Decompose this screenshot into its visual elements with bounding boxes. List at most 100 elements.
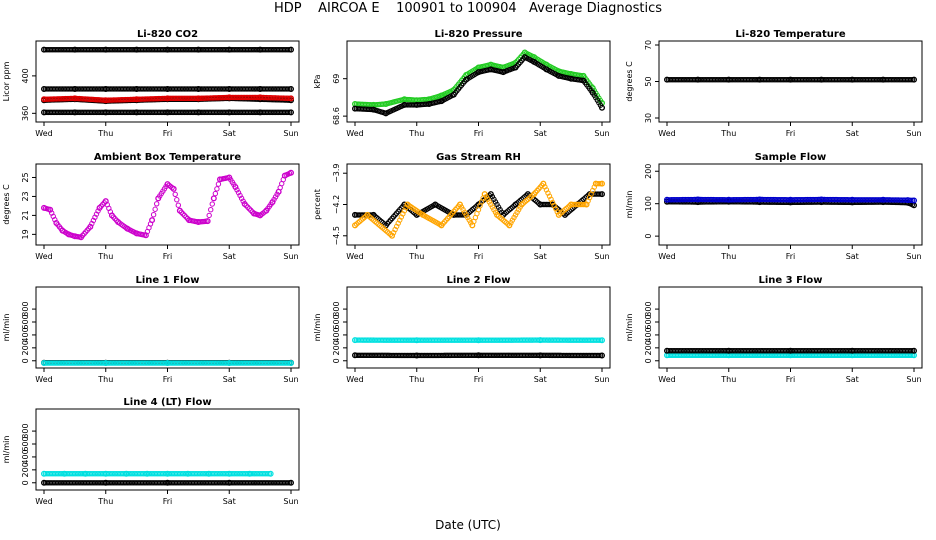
chart-ambient-box-temperature-data-point xyxy=(226,174,233,181)
chart-line-2-flow-xtick-label: Sun xyxy=(594,375,609,384)
chart-line-2-flow-data-point xyxy=(352,337,359,344)
chart-ambient-box-temperature-point xyxy=(212,190,219,197)
chart-ambient-box-temperature-data-point xyxy=(269,199,276,206)
chart-gas-stream-rh-data-point xyxy=(456,201,463,208)
chart-li-820-temperature-data-point xyxy=(787,76,794,83)
chart-sample-flow-ytick-label: 100 xyxy=(644,196,653,211)
chart-ambient-box-temperature-data-point xyxy=(170,185,177,192)
chart-sample-flow-data-point xyxy=(663,196,670,203)
chart-li-820-co2-data-point xyxy=(164,46,171,53)
chart-line-2-flow-data-point xyxy=(413,337,420,344)
chart-line-3-flow-data-point xyxy=(910,347,917,354)
chart-gas-stream-rh-ytick-label: −4.2 xyxy=(332,195,341,214)
chart-ambient-box-temperature-point xyxy=(174,197,180,203)
chart-gas-stream-rh-ytick-label: −3.9 xyxy=(332,163,341,182)
chart-li-820-pressure-data-point xyxy=(500,69,507,76)
chart-line-3-flow-data-point xyxy=(787,347,794,354)
chart-line-1-flow-ytick-label: 0 xyxy=(21,358,30,363)
chart-ambient-box-temperature-xtick-label: Thu xyxy=(97,252,113,261)
chart-li-820-co2-data-point xyxy=(257,46,264,53)
chart-li-820-pressure-data-point xyxy=(438,98,445,105)
chart-line-1-flow-data-point xyxy=(226,360,233,367)
chart-sample-flow-ytick-label: 200 xyxy=(644,164,653,179)
chart-gas-stream-rh-data-point xyxy=(364,211,371,218)
chart-ambient-box-temperature-data-point xyxy=(257,212,264,219)
chart-sample-flow-data-point xyxy=(725,196,732,203)
chart-li-820-co2-data-point xyxy=(40,85,47,92)
chart-gas-stream-rh-data-point xyxy=(506,222,513,229)
chart-line-1-flow-xtick-label: Fri xyxy=(163,375,173,384)
chart-li-820-temperature-data-point xyxy=(725,76,732,83)
chart-li-820-pressure-ylabel: kPa xyxy=(313,74,322,88)
chart-line-4-lt-flow-xtick-label: Sun xyxy=(283,497,298,506)
chart-line-4-lt-flow-data-point xyxy=(82,470,89,477)
chart-li-820-co2-data-point xyxy=(226,109,233,116)
chart-sample-flow-data-point xyxy=(787,196,794,203)
chart-ambient-box-temperature-point xyxy=(214,186,220,192)
chart-li-820-pressure-title: Li-820 Pressure xyxy=(434,29,522,40)
chart-li-820-pressure-xtick-label: Sun xyxy=(594,129,609,138)
chart-ambient-box-temperature-point xyxy=(245,204,251,210)
chart-li-820-co2-data-point xyxy=(133,109,140,116)
chart-ambient-box-temperature-data-point xyxy=(133,230,140,237)
chart-ambient-box-temperature-data-point xyxy=(149,217,156,224)
chart-sample-flow-xtick-label: Sun xyxy=(906,252,921,261)
chart-ambient-box-temperature-data-point xyxy=(102,198,109,205)
chart-sample-flow-data-point xyxy=(904,197,911,204)
chart-line-1-flow-series-flow-b xyxy=(40,360,295,367)
chart-gas-stream-rh-data-point xyxy=(537,201,544,208)
chart-ambient-box-temperature-data-point xyxy=(164,181,171,188)
chart-line-2-flow-ytick-label: 800 xyxy=(332,301,341,316)
chart-ambient-box-temperature-point xyxy=(246,206,253,212)
chart-ambient-box-temperature-point xyxy=(150,211,157,218)
chart-line-2-flow-xtick-label: Wed xyxy=(346,375,363,384)
chart-line-2-flow-ytick-label: 0 xyxy=(332,358,341,363)
chart-ambient-box-temperature-point xyxy=(238,195,245,202)
chart-li-820-pressure-data-point xyxy=(531,58,538,65)
chart-ambient-box-temperature-point xyxy=(183,214,189,220)
chart-line-4-lt-flow-data-point xyxy=(102,479,109,486)
chart-line-4-lt-flow-ytick-label: 600 xyxy=(21,436,30,451)
chart-line-1-flow-ytick-label: 400 xyxy=(21,327,30,342)
chart-line-1-flow-ylabel: ml/min xyxy=(2,314,11,342)
chart-line-4-lt-flow-title: Line 4 (LT) Flow xyxy=(123,397,211,408)
chart-ambient-box-temperature-point xyxy=(153,201,160,207)
chart-gas-stream-rh-data-point xyxy=(598,191,605,198)
chart-li-820-co2-data-point xyxy=(133,46,140,53)
chart-ambient-box-temperature-data-point xyxy=(195,219,202,226)
chart-line-2-flow-data-point xyxy=(537,352,544,359)
chart-li-820-pressure-data-point xyxy=(475,69,482,76)
chart-sample-flow-data-point xyxy=(818,196,825,203)
chart-line-4-lt-flow-frame xyxy=(35,408,300,491)
chart-ambient-box-temperature-data-point xyxy=(124,225,131,232)
chart-ambient-box-temperature-data-point xyxy=(87,223,94,230)
chart-ambient-box-temperature-data-point xyxy=(210,195,217,202)
chart-line-2-flow-title: Line 2 Flow xyxy=(447,275,511,286)
chart-line-1-flow-data-point xyxy=(40,360,47,367)
chart-gas-stream-rh-data-point xyxy=(404,201,411,208)
chart-line-4-lt-flow-data-point xyxy=(102,470,109,477)
chart-li-820-pressure-xtick-label: Fri xyxy=(474,129,484,138)
chart-line-3-flow-data-point xyxy=(663,347,670,354)
chart-ambient-box-temperature-xtick-label: Sun xyxy=(283,252,298,261)
chart-gas-stream-rh-data-point xyxy=(494,211,501,218)
chart-ambient-box-temperature-data-point xyxy=(142,232,149,239)
chart-line-2-flow-data-point xyxy=(598,337,605,344)
chart-li-820-co2-title: Li-820 CO2 xyxy=(137,29,198,40)
chart-gas-stream-rh-data-point xyxy=(352,211,359,218)
chart-gas-stream-rh-data-point xyxy=(512,201,519,208)
chart-gas-stream-rh-xtick-label: Fri xyxy=(474,252,484,261)
chart-sample-flow-xtick-label: Fri xyxy=(786,252,796,261)
chart-gas-stream-rh-xtick-label: Thu xyxy=(408,252,424,261)
figure-title: HDP AIRCOA E 100901 to 100904 Average Di… xyxy=(273,1,663,16)
chart-ambient-box-temperature-data-point xyxy=(59,227,66,234)
chart-ambient-box-temperature-data-point xyxy=(53,219,60,226)
chart-line-4-lt-flow-xtick-label: Fri xyxy=(163,497,173,506)
chart-sample-flow-data-point xyxy=(880,196,887,203)
chart-li-820-pressure-data-point xyxy=(580,77,587,84)
chart-line-2-flow-ylabel: ml/min xyxy=(313,314,322,342)
chart-li-820-co2-data-point xyxy=(102,109,109,116)
chart-ambient-box-temperature-data-point xyxy=(96,204,103,211)
chart-sample-flow-series-flow-b xyxy=(663,196,917,204)
